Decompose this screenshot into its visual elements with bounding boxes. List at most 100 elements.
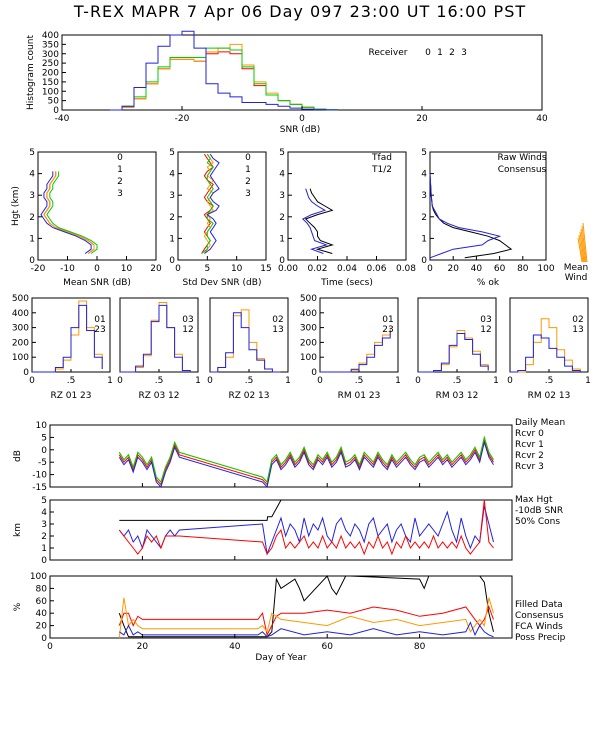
std_snr-legend-3: 3 [245,189,251,199]
filled-series-FCA Winds [118,597,494,639]
mean-wind-barb [580,228,586,263]
std_snr-series-2 [201,153,214,254]
max_hgt-y-tick-label: 1 [41,544,47,554]
pair-hist-x-tick-label: 0 [507,376,513,386]
pct_ok-x-tick-label: 20 [447,264,459,274]
histogram-legend-2: 2 [449,48,455,58]
mean_snr-series-3 [40,171,92,254]
filled-legend-1: Consensus [515,611,564,621]
time-y-tick-label: 2 [279,213,285,223]
histogram-series-3 [110,30,338,111]
histogram-ylabel: Histogram count [26,35,36,110]
pair-hist-x-tick-label: 1 [395,376,401,386]
pair-hist-x-tick-label: .5 [453,376,462,386]
time-y-tick-label: 1 [279,234,285,244]
pair-hist-x-tick-label: 0 [117,376,123,386]
histogram-y-tick-label: 250 [42,59,59,69]
daily_mean-y-tick-label: 0 [41,446,47,456]
mean_snr-xlabel: Mean SNR (dB) [63,278,131,288]
pair-hist-y-tick-label: 200 [300,338,317,348]
time-x-tick-label: 0.04 [337,264,357,274]
histogram-x-tick-label: 0 [299,114,305,124]
filled-x-tick-label: 20 [137,642,149,652]
max_hgt-series-50% Cons [118,499,494,556]
pair-hist-y-tick-label: 500 [12,294,29,304]
filled-frame [49,575,513,639]
pair-hist-legend-03: 03 [182,315,193,325]
filled-legend-3: Poss Precip [515,633,566,643]
time-x-tick-label: 0.06 [366,264,386,274]
histogram-legend-1: 1 [437,48,443,58]
pair-hist-xlabel: RM 01 23 [338,391,381,401]
pair-hist-x-tick-label: .5 [355,376,364,386]
pair-hist-series-13 [210,312,281,373]
histogram-x-tick-label: -20 [175,114,190,124]
histogram-legend-title: Receiver [369,48,408,58]
std_snr-legend-0: 0 [245,153,251,163]
pair-hist-x-tick-label: .5 [155,376,164,386]
daily_mean-y-tick-label: -15 [32,483,47,493]
pct_ok-y-tick-label: 2 [421,213,427,223]
pair-hist-y-tick-label: 400 [300,309,317,319]
std_snr-x-tick-label: 0 [175,264,181,274]
pct_ok-y-tick-label: 0 [421,256,427,266]
filled-y-tick-label: 60 [36,597,48,607]
max_hgt-legend-1: -10dB SNR [515,506,563,516]
pct_ok-xlabel: % ok [477,278,500,288]
pct_ok-legend-0: Raw Winds [497,153,546,163]
histogram-series-1 [110,43,339,111]
pair-hist-y-tick-label: 300 [12,324,29,334]
pair-hist-series-03 [120,301,191,373]
pair-hist-x-tick-label: 1 [195,376,201,386]
pair-hist-series-12 [418,333,489,373]
pair-hist-xlabel: RM 02 13 [528,391,571,401]
max_hgt-y-tick-label: 2 [41,532,47,542]
filled-x-tick-label: 80 [414,642,426,652]
filled-y-tick-label: 80 [36,584,48,594]
mean_snr-x-tick-label: -10 [60,264,75,274]
pair-hist-legend-23: 23 [382,325,393,335]
mean_snr-series-2 [46,171,98,254]
pair-hist-series-12 [120,304,191,373]
std_snr-y-tick-label: 3 [169,191,175,201]
pair-hist-x-tick-label: 1 [585,376,591,386]
max_hgt-series-Max Hgt [119,499,494,521]
pct_ok-y-tick-label: 3 [421,191,427,201]
filled-y-tick-label: 0 [41,634,47,644]
time-legend-1: T1/2 [371,165,392,175]
std_snr-y-tick-label: 0 [169,256,175,266]
filled-x-tick-label: 0 [47,642,53,652]
histogram-y-tick-label: 300 [42,50,59,60]
pair-hist-series-02 [510,318,581,373]
mean_snr-y-tick-label: 0 [29,256,35,266]
time-xlabel: Time (secs) [320,278,373,288]
max_hgt-ylabel: km [13,523,23,537]
mean-wind-barb [579,231,585,263]
max_hgt-series--10dB SNR [118,505,494,556]
histogram-y-tick-label: 350 [42,40,59,50]
pair-hist-x-tick-label: .5 [67,376,76,386]
daily_mean-y-tick-label: -5 [38,458,47,468]
daily_mean-legend-3: Rcvr 2 [515,451,544,461]
pair-hist-series-01 [320,327,391,373]
pair-hist-series-13 [510,334,581,373]
histogram-y-tick-label: 0 [53,106,59,116]
filled-series-Filled Data [118,575,494,638]
pair-hist-xlabel: RZ 01 23 [50,391,91,401]
max_hgt-y-tick-label: 5 [41,496,47,506]
pct_ok-legend-1: Consensus [498,165,547,175]
mean_snr-x-tick-label: 0 [94,264,100,274]
max_hgt-y-tick-label: 3 [41,520,47,530]
std_snr-y-tick-label: 1 [169,234,175,244]
mean_snr-legend-0: 0 [117,153,123,163]
std_snr-y-tick-label: 4 [169,170,175,180]
mean_snr-legend-2: 2 [117,177,123,187]
pair-hist-x-tick-label: .5 [245,376,254,386]
pair-hist-legend-03: 03 [480,315,491,325]
filled-x-tick-label: 40 [229,642,241,652]
pair-hist-x-tick-label: 0 [29,376,35,386]
pair-hist-y-tick-label: 500 [300,294,317,304]
std_snr-frame [177,151,267,261]
daily_mean-y-tick-label: 10 [36,421,48,431]
